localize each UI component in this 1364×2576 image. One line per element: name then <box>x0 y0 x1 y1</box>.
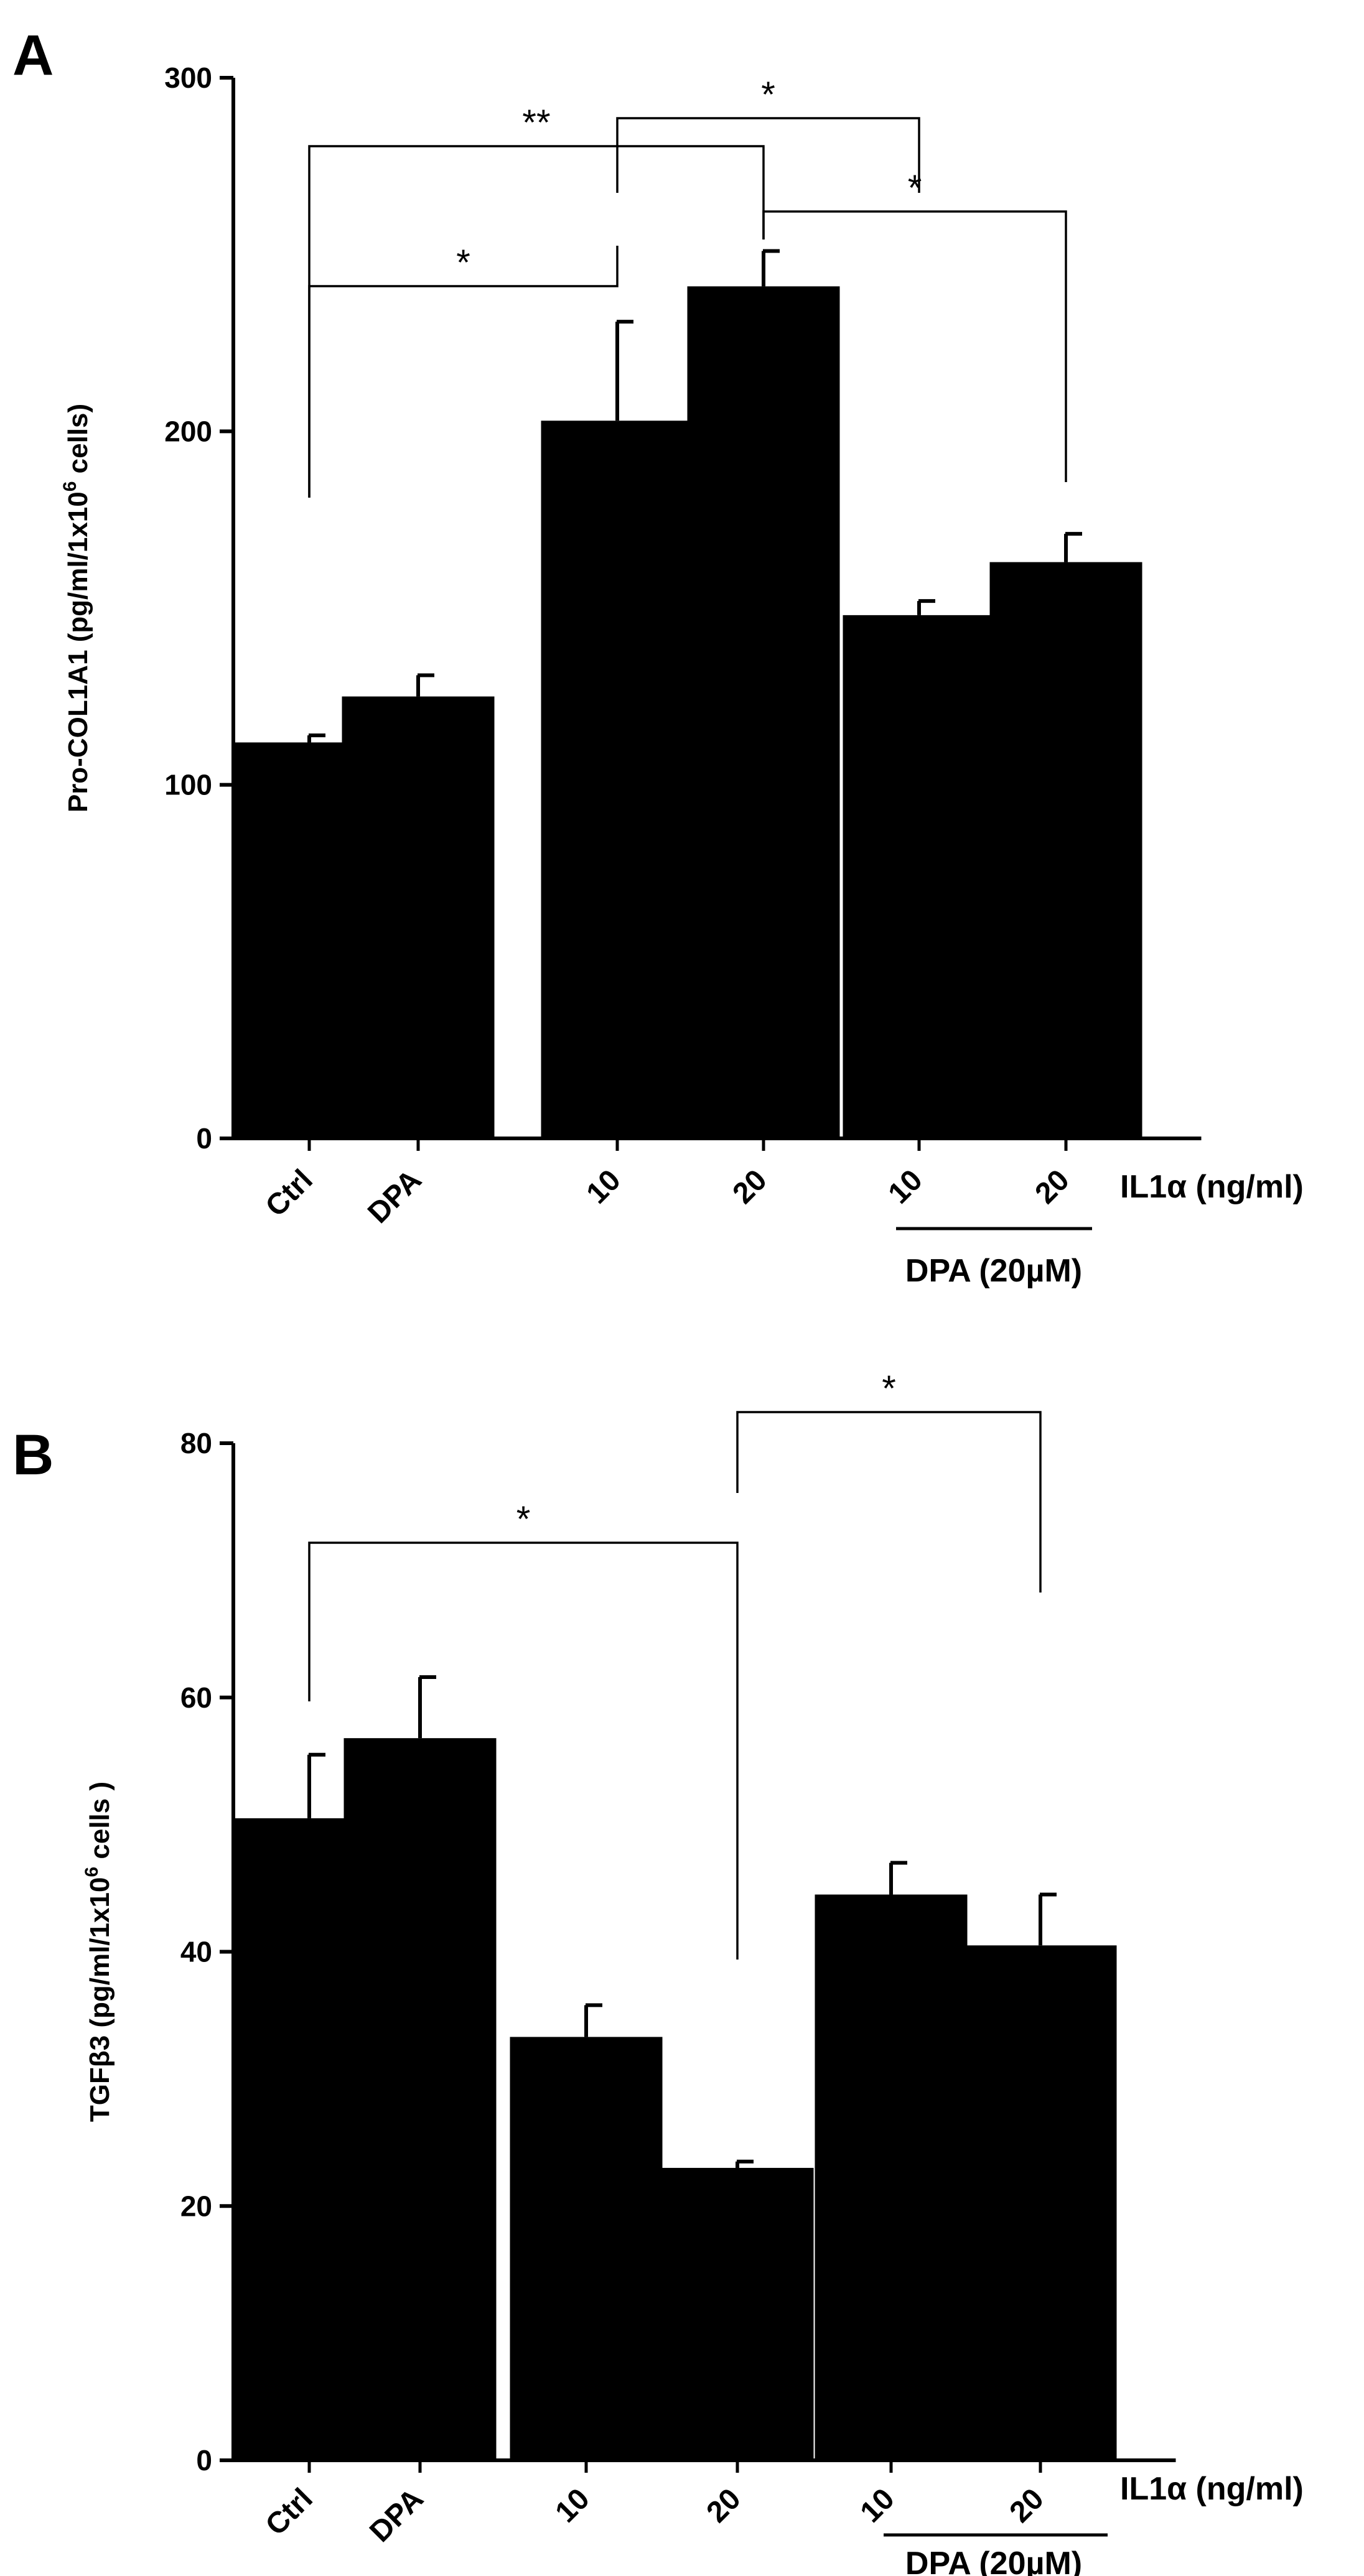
y-tick-label: 40 <box>180 1936 212 1968</box>
x-tick-label: Ctrl <box>259 2482 319 2542</box>
x-tick-label: 10 <box>581 1163 627 1210</box>
bar <box>815 1894 968 2460</box>
group-label: DPA (20µM) <box>905 2546 1082 2576</box>
significance-label: * <box>456 243 470 283</box>
bar <box>342 696 495 1138</box>
group-label: DPA (20µM) <box>905 1253 1082 1289</box>
significance-bracket: * <box>736 1369 1042 1593</box>
bar <box>510 2037 663 2460</box>
bracket-line <box>736 1411 1042 1593</box>
y-tick-label: 0 <box>196 1122 212 1155</box>
significance-label: ** <box>522 103 550 143</box>
bracket-line <box>616 117 920 193</box>
x-tick-label: 20 <box>1004 2482 1050 2529</box>
bar <box>989 562 1142 1138</box>
significance-bracket: ** <box>308 103 765 498</box>
significance-label: * <box>908 168 922 208</box>
y-tick-label: 100 <box>164 769 212 801</box>
x-tick-label: 10 <box>882 1163 929 1210</box>
y-tick-label: 0 <box>196 2444 212 2476</box>
x-tick-label: DPA <box>362 1163 428 1230</box>
bracket-line <box>762 210 1067 482</box>
x-tick-label: Ctrl <box>259 1163 319 1223</box>
significance-label: * <box>516 1499 531 1540</box>
x-annotation: IL1α (ng/ml) <box>1120 1169 1304 1205</box>
y-tick-label: 300 <box>164 62 212 94</box>
y-axis-label: TGFβ3 (pg/ml/1x106 cells ) <box>82 1782 115 2122</box>
x-tick-label: 20 <box>727 1163 773 1210</box>
significance-bracket: * <box>616 75 920 193</box>
bar <box>343 1738 497 2460</box>
significance-label: * <box>761 75 775 115</box>
y-axis-label: Pro-COL1A1 (pg/ml/1x106 cells) <box>60 404 93 812</box>
y-tick-label: 20 <box>180 2190 212 2222</box>
y-tick-label: 200 <box>164 415 212 447</box>
panel-b: B 0 20 40 60 80 TGFβ3 (pg/ml/1x106 cells ) Ctrl… <box>12 1369 1304 2576</box>
y-tick-label: 80 <box>180 1427 212 1459</box>
bar <box>964 1945 1117 2460</box>
y-tick-label: 60 <box>180 1681 212 1714</box>
bar <box>661 2167 814 2460</box>
x-tick-label: 20 <box>1029 1163 1076 1210</box>
significance-bracket: * <box>762 168 1067 482</box>
x-annotation: IL1α (ng/ml) <box>1120 2471 1304 2507</box>
significance-bracket: * <box>308 1499 739 1960</box>
bar <box>843 615 996 1138</box>
x-tick-label: 10 <box>854 2482 901 2529</box>
panel-label: B <box>12 1423 54 1487</box>
bracket-line <box>308 145 765 498</box>
bar <box>687 286 840 1139</box>
panel-a: A 0 100 200 300 Pro-COL1A1 (pg/ml/1x106 cells… <box>12 24 1304 1289</box>
bracket-line <box>308 1541 739 1960</box>
x-tick-label: 10 <box>549 2482 596 2529</box>
panel-label: A <box>12 24 54 87</box>
x-tick-label: 20 <box>701 2482 747 2529</box>
bar <box>541 421 694 1138</box>
x-tick-label: DPA <box>363 2482 430 2549</box>
significance-label: * <box>882 1369 896 1409</box>
